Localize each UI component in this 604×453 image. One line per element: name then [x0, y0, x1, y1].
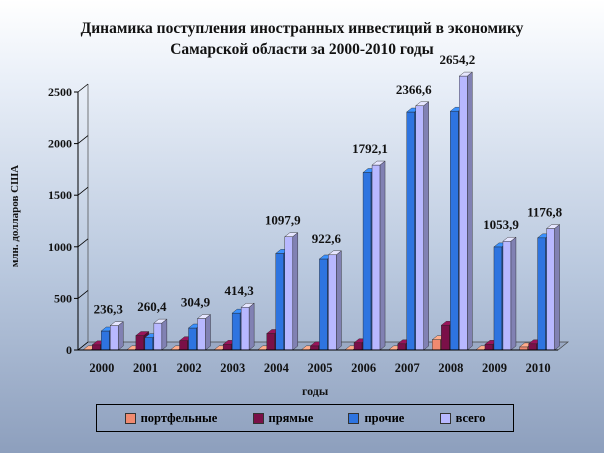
- bar-прямые-2004: [266, 333, 275, 351]
- bar-всего-2005: [328, 254, 337, 351]
- bar-side: [205, 314, 211, 351]
- bar-прямые-2007: [397, 343, 406, 351]
- bar-прочие-2000: [101, 330, 110, 351]
- bar-всего-2000: [110, 325, 119, 351]
- bar-всего-2009: [502, 241, 512, 351]
- bar-side: [336, 250, 342, 351]
- data-label: 2654,2: [439, 52, 475, 67]
- y-tick-label: 2000: [48, 137, 72, 151]
- legend-swatch-direct: [252, 412, 264, 424]
- legend-label-other: прочие: [364, 410, 405, 425]
- bar-всего-2003: [240, 307, 250, 351]
- bar-side: [161, 318, 168, 351]
- bar-портфельные-2008: [432, 339, 441, 351]
- chart-title: Динамика поступления иностранных инвести…: [0, 18, 604, 60]
- bar-прочие-2005: [319, 258, 328, 351]
- bar-прямые-2002: [179, 340, 188, 351]
- data-label: 922,6: [312, 231, 342, 246]
- x-tick-label: 2006: [351, 361, 376, 375]
- chart-title-line-2: Самарской области за 2000-2010 годы: [170, 41, 434, 58]
- x-tick-label: 2004: [264, 361, 290, 375]
- x-axis-label: годы: [302, 384, 329, 398]
- bar-всего-2007: [415, 105, 424, 351]
- data-label: 1097,9: [265, 213, 301, 228]
- bar-прямые-2001: [135, 335, 145, 351]
- x-tick-label: 2002: [177, 361, 202, 375]
- bar-side: [118, 321, 124, 351]
- bar-side: [379, 160, 386, 351]
- y-tick-depth: [77, 186, 89, 196]
- y-tick-depth: [77, 341, 89, 351]
- x-tick-label: 2008: [438, 361, 463, 375]
- legend-label-portfolio: портфельные: [140, 410, 218, 425]
- bar-всего-2001: [153, 322, 163, 351]
- data-label: 2366,6: [396, 82, 432, 97]
- legend-item-portfolio: портфельные: [124, 410, 218, 426]
- y-tick-depth: [77, 238, 89, 248]
- bar-всего-2006: [371, 164, 381, 351]
- legend-item-direct: прямые: [252, 410, 314, 426]
- data-label: 304,9: [181, 295, 211, 310]
- y-tick-label: 500: [54, 291, 72, 305]
- bar-side: [248, 302, 255, 351]
- x-tick-label: 2001: [133, 361, 158, 375]
- bar-всего-2010: [546, 228, 555, 351]
- chart-title-line-1: Динамика поступления иностранных инвести…: [80, 20, 524, 37]
- bar-прочие-2003: [231, 312, 241, 351]
- bar-side: [554, 224, 560, 351]
- legend: портфельные прямые прочие всего: [96, 404, 514, 432]
- bar-прямые-2006: [353, 342, 363, 351]
- bar-прочие-2007: [406, 111, 415, 351]
- legend-swatch-other: [348, 412, 360, 424]
- bar-side: [423, 101, 429, 351]
- bar-прочие-2004: [275, 253, 284, 351]
- data-label: 1792,1: [352, 141, 388, 156]
- legend-label-total: всего: [455, 410, 486, 425]
- x-tick-label: 2009: [482, 361, 507, 375]
- y-tick-label: 1000: [48, 240, 72, 254]
- x-tick-label: 2005: [308, 361, 333, 375]
- legend-label-direct: прямые: [268, 410, 314, 425]
- y-tick-depth: [77, 83, 89, 93]
- y-tick-depth: [77, 135, 89, 144]
- x-tick-label: 2000: [89, 361, 114, 375]
- bar-прочие-2001: [144, 337, 154, 351]
- bar-всего-2002: [197, 318, 206, 351]
- bar-прочие-2008: [450, 110, 459, 351]
- bar-прочие-2006: [362, 172, 372, 351]
- bar-прямые-2009: [484, 344, 494, 351]
- bar-прямые-2003: [222, 344, 232, 351]
- bar-прямые-2005: [310, 345, 319, 351]
- bar-side: [292, 232, 298, 351]
- bar-прямые-2008: [441, 325, 450, 351]
- legend-item-total: всего: [439, 410, 486, 426]
- bar-side: [467, 71, 473, 351]
- data-label: 1053,9: [483, 217, 519, 232]
- y-tick-depth: [77, 290, 89, 299]
- data-label: 1176,8: [527, 205, 563, 220]
- y-tick-label: 0: [66, 343, 72, 357]
- y-tick-label: 1500: [48, 188, 72, 202]
- bar-прочие-2002: [188, 327, 197, 351]
- bar-прочие-2009: [493, 246, 503, 351]
- x-tick-label: 2003: [220, 361, 245, 375]
- bar-прямые-2010: [528, 343, 537, 351]
- x-tick-label: 2010: [526, 361, 551, 375]
- legend-swatch-total: [439, 412, 451, 424]
- legend-swatch-portfolio: [124, 412, 136, 424]
- bar-всего-2004: [284, 236, 293, 351]
- bar-прочие-2010: [537, 237, 546, 351]
- y-tick-label: 2500: [48, 85, 72, 99]
- legend-item-other: прочие: [348, 411, 404, 426]
- bar-side: [510, 236, 517, 351]
- x-tick-label: 2007: [395, 361, 420, 375]
- bar-прямые-2000: [92, 344, 101, 351]
- data-label: 414,3: [225, 283, 255, 298]
- bar-всего-2008: [459, 75, 468, 351]
- data-label: 260,4: [137, 299, 167, 314]
- data-label: 236,3: [94, 302, 124, 317]
